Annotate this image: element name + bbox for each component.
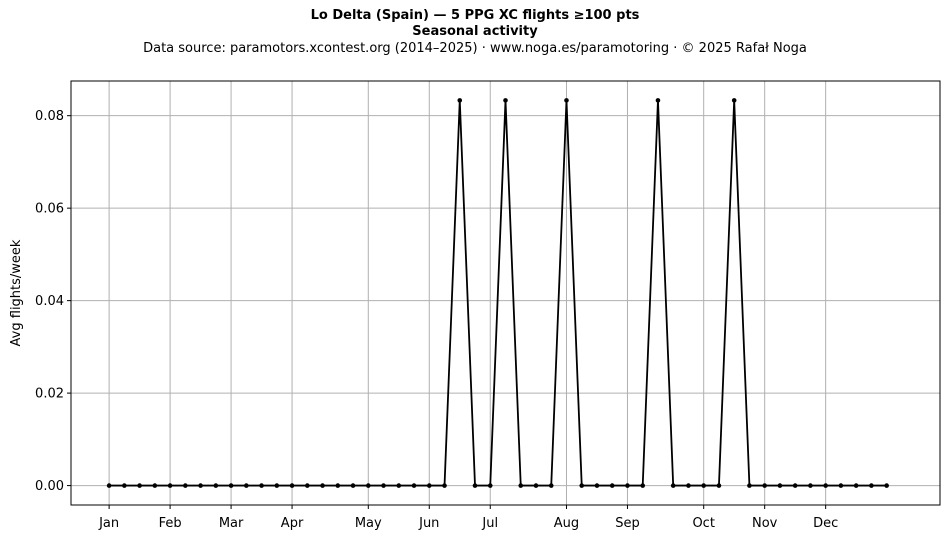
data-point bbox=[274, 483, 280, 488]
data-point bbox=[792, 483, 798, 488]
data-point bbox=[228, 483, 234, 488]
data-point bbox=[183, 483, 188, 488]
x-tick-label: Dec bbox=[813, 516, 838, 531]
data-point bbox=[838, 483, 844, 488]
data-point bbox=[381, 483, 386, 488]
x-tick-label: Oct bbox=[692, 516, 714, 531]
y-axis-label: Avg flights/week bbox=[9, 239, 24, 346]
data-point bbox=[305, 483, 310, 488]
y-tick-label: 0.02 bbox=[35, 387, 64, 402]
data-point bbox=[823, 483, 828, 488]
grid bbox=[71, 81, 940, 505]
data-point bbox=[411, 483, 417, 488]
y-tick-label: 0.06 bbox=[35, 202, 64, 217]
data-point bbox=[244, 483, 249, 488]
data-point bbox=[137, 483, 142, 488]
data-point bbox=[259, 483, 264, 488]
data-point bbox=[167, 483, 173, 488]
data-point bbox=[472, 483, 478, 488]
data-point bbox=[640, 483, 646, 488]
data-point bbox=[152, 483, 158, 488]
data-point bbox=[853, 483, 859, 488]
data-point bbox=[289, 483, 295, 488]
x-tick-label: May bbox=[355, 516, 382, 531]
y-tick-label: 0.04 bbox=[35, 294, 64, 309]
x-tick-label: Nov bbox=[752, 516, 778, 531]
data-point bbox=[884, 483, 889, 488]
series-layer bbox=[106, 98, 889, 488]
data-point bbox=[457, 98, 463, 103]
data-point bbox=[564, 98, 569, 103]
y-tick-label: 0.00 bbox=[35, 479, 64, 494]
data-point bbox=[548, 483, 554, 488]
x-tick-label: Jul bbox=[481, 516, 498, 531]
data-point bbox=[503, 98, 508, 103]
data-point bbox=[396, 483, 402, 488]
data-point bbox=[716, 483, 722, 488]
title-block: Lo Delta (Spain) — 5 PPG XC flights ≥100… bbox=[0, 8, 950, 58]
data-point bbox=[335, 483, 341, 488]
data-point bbox=[350, 483, 356, 488]
chart-subtitle: Seasonal activity bbox=[412, 24, 538, 39]
data-point bbox=[579, 483, 585, 488]
data-point bbox=[320, 483, 325, 488]
x-tick-label: Feb bbox=[159, 516, 182, 531]
data-point bbox=[609, 483, 615, 488]
data-point bbox=[122, 483, 127, 488]
data-point bbox=[365, 483, 371, 488]
series-line bbox=[109, 99, 887, 487]
data-point bbox=[808, 483, 813, 488]
plot-frame bbox=[70, 80, 941, 506]
x-tick-label: Apr bbox=[281, 516, 304, 531]
data-point bbox=[442, 483, 447, 488]
data-point bbox=[670, 483, 676, 488]
data-point bbox=[426, 483, 432, 488]
chart-title: Lo Delta (Spain) — 5 PPG XC flights ≥100… bbox=[310, 8, 640, 23]
data-point bbox=[106, 483, 112, 488]
data-point bbox=[213, 483, 219, 488]
data-point bbox=[701, 483, 706, 488]
data-point bbox=[594, 483, 600, 488]
data-point bbox=[686, 483, 691, 488]
y-axis: 0.00 0.02 0.04 0.06 0.08 bbox=[35, 109, 71, 494]
data-point bbox=[533, 483, 539, 488]
data-point bbox=[198, 483, 203, 488]
x-tick-label: Jan bbox=[98, 516, 119, 531]
data-point bbox=[487, 483, 493, 488]
source-note: Data source: paramotors.xcontest.org (20… bbox=[143, 41, 807, 56]
x-tick-label: Aug bbox=[554, 516, 579, 531]
x-tick-label: Sep bbox=[615, 516, 640, 531]
data-point bbox=[625, 483, 630, 488]
data-point bbox=[731, 98, 737, 103]
data-point bbox=[777, 483, 783, 488]
x-axis: Jan Feb Mar Apr May Jun Jul Aug Sep Oct Nov Dec bbox=[98, 505, 838, 531]
data-point bbox=[747, 483, 752, 488]
data-point bbox=[869, 483, 874, 488]
y-tick-label: 0.08 bbox=[35, 109, 64, 124]
data-point bbox=[518, 483, 524, 488]
x-tick-label: Jun bbox=[418, 516, 439, 531]
x-tick-label: Mar bbox=[219, 516, 244, 531]
data-point bbox=[762, 483, 767, 488]
data-point bbox=[655, 98, 661, 103]
